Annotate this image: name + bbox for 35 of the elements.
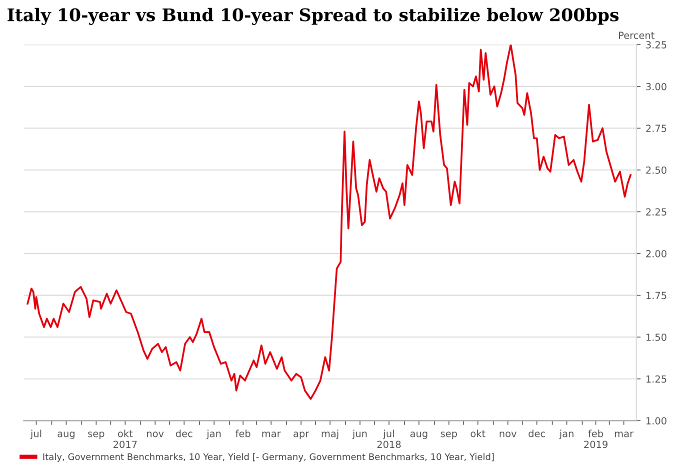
x-tick-label: jul 2018: [377, 430, 401, 448]
chart-title: Italy 10-year vs Bund 10-year Spread to stabilize below 200bps: [8, 8, 619, 25]
y-tick-label: 2.50: [646, 166, 666, 174]
x-tick-label: jun: [352, 430, 367, 440]
x-tick-label: jul: [30, 430, 42, 440]
y-tick-label: 2.75: [646, 124, 666, 132]
x-tick-label: aug: [410, 432, 428, 440]
x-tick-label: okt: [470, 430, 486, 438]
x-tick-label: maj: [322, 430, 338, 440]
x-tick-label: jan: [559, 430, 574, 440]
y-tick-label: 1.50: [646, 334, 666, 341]
x-tick-label: feb: [236, 430, 250, 438]
x-tick-label: sep: [88, 432, 104, 440]
y-tick-label: 3.00: [646, 82, 666, 90]
y-tick-label: 2.25: [646, 208, 666, 216]
legend-label: Italy, Government Benchmarks, 10 Year, Yield [- Germany, Government Benchmarks, 10 Year, Yield]: [43, 453, 494, 462]
x-tick-label: okt 2017: [114, 430, 137, 448]
x-tick-label: jan: [206, 430, 221, 440]
y-axis-title: Percent: [619, 32, 654, 40]
x-tick-label: dec: [528, 430, 545, 438]
x-tick-label: apr: [294, 432, 310, 440]
y-tick-label: 3.25: [646, 41, 666, 48]
y-tick-label: 1.25: [646, 375, 666, 383]
x-tick-label: mar: [262, 432, 281, 438]
x-tick-label: nov: [147, 432, 164, 438]
x-tick-label: sep: [440, 432, 457, 440]
x-tick-label: feb 2019: [584, 430, 608, 448]
x-tick-label: mar: [614, 432, 634, 438]
line-series: [26, 44, 632, 400]
y-tick-label: 1.75: [646, 292, 666, 300]
x-tick-label: dec: [176, 430, 192, 438]
y-tick-label: 2.00: [646, 250, 666, 258]
x-tick-label: aug: [58, 432, 74, 440]
y-tick-label: 1.00: [646, 417, 666, 424]
x-tick-label: nov: [500, 432, 516, 438]
